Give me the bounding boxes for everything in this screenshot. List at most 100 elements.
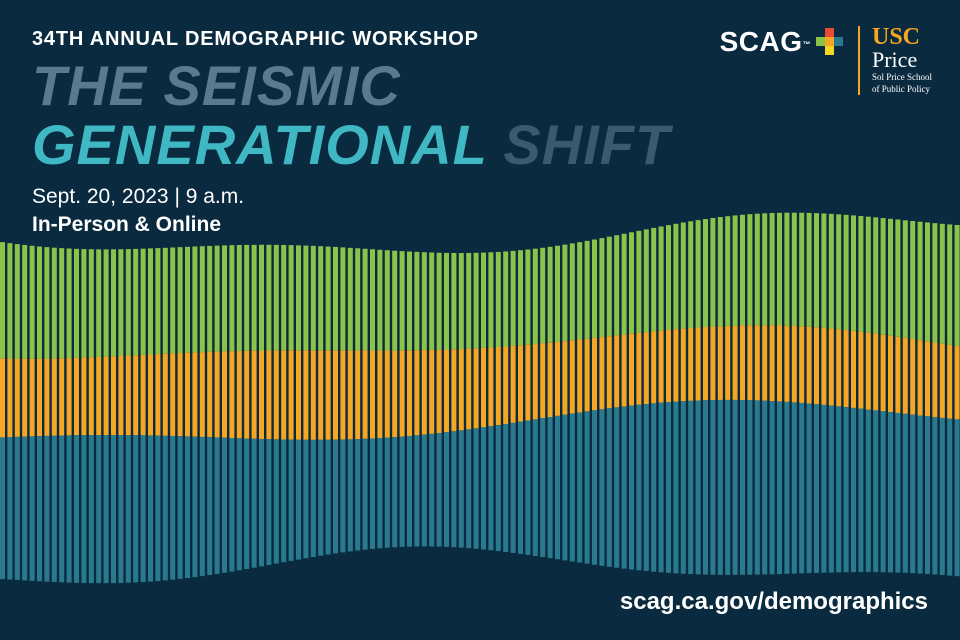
logo-block: SCAG™ USC Price Sol Price School of Publ… (720, 26, 932, 95)
wave-bar (895, 337, 900, 413)
wave-bar (155, 436, 160, 581)
wave-bar (266, 350, 271, 439)
wave-bar (518, 422, 523, 554)
wave-bar (385, 438, 390, 548)
wave-bar (7, 243, 12, 358)
wave-bar (126, 435, 131, 583)
wave-bar (244, 245, 249, 351)
scag-tm: ™ (803, 40, 812, 49)
wave-bar (266, 245, 271, 351)
wave-bar (540, 343, 545, 418)
wave-bar (925, 341, 930, 416)
wave-bar (696, 327, 701, 400)
wave-bar (592, 239, 597, 337)
wave-bar (30, 359, 35, 437)
wave-bar (22, 245, 27, 359)
wave-bar (488, 252, 493, 347)
wave-bar (770, 213, 775, 325)
wave-bar (666, 225, 671, 330)
wave-bar (326, 440, 331, 555)
wave-bar (910, 415, 915, 573)
wave-bar (570, 340, 575, 413)
wave-bar (703, 400, 708, 574)
wave-bar (888, 412, 893, 572)
wave-bar (237, 438, 242, 570)
wave-bar (207, 437, 212, 575)
wave-bar (118, 249, 123, 356)
wave-bar (696, 220, 701, 327)
wave-bar (747, 400, 752, 575)
wave-bar (0, 242, 5, 358)
wave-bar (644, 332, 649, 404)
format-line: In-Person & Online (32, 213, 670, 237)
wave-bar (518, 250, 523, 345)
wave-bar (192, 352, 197, 436)
wave-bar (377, 250, 382, 351)
wave-bar (688, 401, 693, 574)
wave-bar (148, 248, 153, 354)
wave-bar (799, 403, 804, 573)
wave-bar (163, 248, 168, 354)
wave-bar (474, 253, 479, 348)
wave-bar (229, 351, 234, 438)
title-word-generational: GENERATIONAL (32, 113, 487, 176)
wave-bar (792, 402, 797, 573)
wave-bar (792, 213, 797, 326)
wave-bar (178, 436, 183, 579)
wave-bar (22, 437, 27, 581)
wave-bar (903, 338, 908, 414)
wave-bar (866, 410, 871, 573)
wave-bar (777, 213, 782, 326)
wave-bar (81, 249, 86, 357)
wave-bar (444, 350, 449, 433)
wave-bar (437, 350, 442, 433)
wave-bar (67, 249, 72, 359)
wave-bar (170, 436, 175, 580)
wave-bar (200, 437, 205, 576)
wave-bar (910, 221, 915, 339)
wave-bar (659, 403, 664, 573)
wave-bar (466, 253, 471, 349)
wave-bar (829, 329, 834, 406)
wave-bar (481, 427, 486, 549)
wave-bar (673, 329, 678, 401)
wave-bar (925, 222, 930, 341)
wave-bar (303, 246, 308, 351)
wave-bar (866, 333, 871, 410)
scag-text-inner: SCAG (720, 26, 803, 57)
wave-bar (947, 345, 952, 419)
wave-bar (237, 351, 242, 438)
wave-bar (215, 246, 220, 352)
wave-bar (67, 435, 72, 582)
wave-bar (318, 440, 323, 556)
scag-mark-sq (825, 28, 834, 37)
wave-bar (118, 435, 123, 583)
wave-bar (414, 350, 419, 435)
wave-bar (74, 249, 79, 358)
wave-bar (814, 213, 819, 327)
wave-bar (614, 407, 619, 567)
wave-bar (644, 404, 649, 571)
wave-bar (111, 435, 116, 583)
wave-bar (607, 408, 612, 566)
wave-bar (947, 419, 952, 576)
wave-bar (141, 249, 146, 355)
wave-bar (881, 335, 886, 412)
wave-bar (96, 435, 101, 583)
wave-bar (592, 338, 597, 410)
wave-bar (237, 245, 242, 351)
wave-bar (718, 400, 723, 575)
wave-bar (873, 334, 878, 411)
wave-bar (185, 436, 190, 578)
wave-bar (340, 440, 345, 553)
wave-bar (400, 350, 405, 436)
wave-bar (259, 351, 264, 439)
wave-bar (940, 224, 945, 344)
wave-bar (7, 358, 12, 437)
wave-bar (511, 423, 516, 553)
wave-bar (777, 401, 782, 574)
wave-bar (281, 440, 286, 563)
wave-bar (636, 405, 641, 571)
wave-bar (170, 353, 175, 436)
wave-bar (459, 430, 464, 547)
